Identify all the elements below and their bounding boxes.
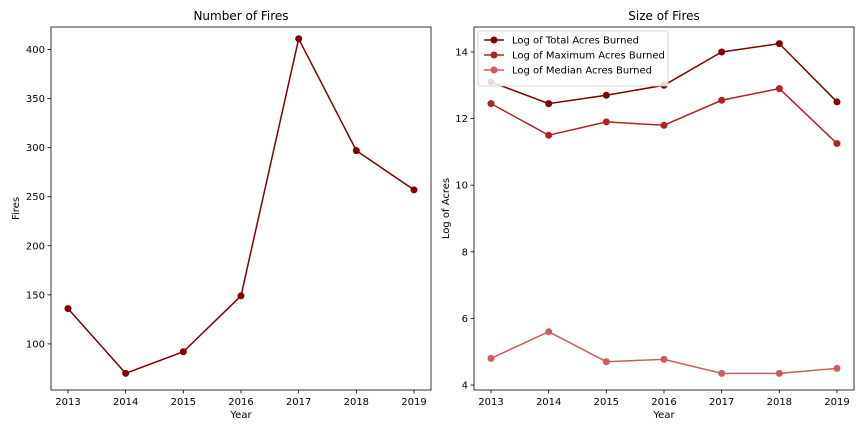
x-tick-label: 2013: [55, 397, 80, 408]
x-axis-label: Year: [229, 410, 252, 421]
data-point: [179, 348, 187, 356]
x-axis-label: Year: [652, 410, 675, 421]
data-point: [602, 118, 610, 126]
legend-label: Log of Median Acres Burned: [512, 66, 652, 77]
data-point: [660, 355, 668, 363]
chart-title: Size of Fires: [628, 9, 700, 23]
data-point: [718, 369, 726, 377]
x-tick-label: 2015: [171, 397, 196, 408]
x-tick-label: 2017: [709, 397, 734, 408]
x-tick-label: 2015: [594, 397, 619, 408]
y-tick-label: 250: [26, 192, 45, 203]
data-point: [545, 131, 553, 139]
data-point: [295, 35, 303, 43]
x-tick-label: 2013: [478, 397, 503, 408]
y-tick-label: 400: [26, 45, 45, 56]
y-tick-label: 12: [455, 114, 468, 125]
data-point: [545, 328, 553, 336]
legend-swatch-marker: [490, 66, 498, 74]
y-tick-label: 300: [26, 143, 45, 154]
legend-swatch-marker: [490, 51, 498, 59]
y-tick-label: 150: [26, 290, 45, 301]
series-line-2: [490, 87, 838, 145]
data-point: [64, 305, 72, 313]
data-point: [487, 354, 495, 362]
data-point: [545, 100, 553, 108]
data-point: [833, 140, 841, 148]
x-tick-label: 2018: [344, 397, 369, 408]
data-point: [775, 40, 783, 48]
legend-box: [477, 30, 669, 87]
x-tick-label: 2014: [113, 397, 138, 408]
data-point: [487, 100, 495, 108]
series-line-1: [67, 36, 415, 375]
data-point: [833, 364, 841, 372]
x-tick-label: 2018: [767, 397, 792, 408]
y-tick-label: 8: [462, 247, 468, 258]
data-point: [352, 147, 360, 155]
chart-panel-2: Size of Fires 2013 2014 2015 2016 2017 2018 201…: [441, 9, 855, 421]
data-point: [237, 292, 245, 300]
x-tick-label: 2014: [536, 397, 561, 408]
y-tick-label: 6: [462, 314, 468, 325]
series-line-3: [490, 330, 838, 375]
x-tick-label: 2019: [824, 397, 849, 408]
chart-panel-1: Number of Fires 2013 2014 2015 2016 2017 2018 2…: [11, 9, 432, 421]
data-point: [410, 186, 418, 194]
data-point: [775, 85, 783, 93]
plot-frame: [50, 26, 432, 391]
y-tick-label: 100: [26, 339, 45, 350]
data-point: [833, 98, 841, 106]
data-point: [122, 369, 130, 377]
y-tick-label: 14: [455, 47, 468, 58]
data-point: [718, 96, 726, 104]
x-tick-label: 2016: [228, 397, 253, 408]
y-tick-label: 10: [455, 181, 468, 192]
y-tick-label: 200: [26, 241, 45, 252]
data-point: [602, 358, 610, 366]
legend-label: Log of Total Acres Burned: [512, 36, 639, 47]
x-tick-label: 2016: [651, 397, 676, 408]
x-tick-label: 2019: [401, 397, 426, 408]
y-tick-label: 350: [26, 94, 45, 105]
chart-title: Number of Fires: [193, 9, 288, 23]
data-point: [775, 369, 783, 377]
x-tick-label: 2017: [286, 397, 311, 408]
y-axis-label: Log of Acres: [441, 178, 452, 239]
data-point: [718, 48, 726, 56]
legend: Log of Total Acres Burned Log of Maximum …: [477, 30, 669, 87]
y-axis-label: Fires: [11, 197, 22, 220]
data-point: [602, 91, 610, 99]
data-point: [660, 121, 668, 129]
y-tick-label: 4: [462, 381, 468, 392]
legend-label: Log of Maximum Acres Burned: [512, 51, 665, 62]
legend-swatch-marker: [490, 36, 498, 44]
